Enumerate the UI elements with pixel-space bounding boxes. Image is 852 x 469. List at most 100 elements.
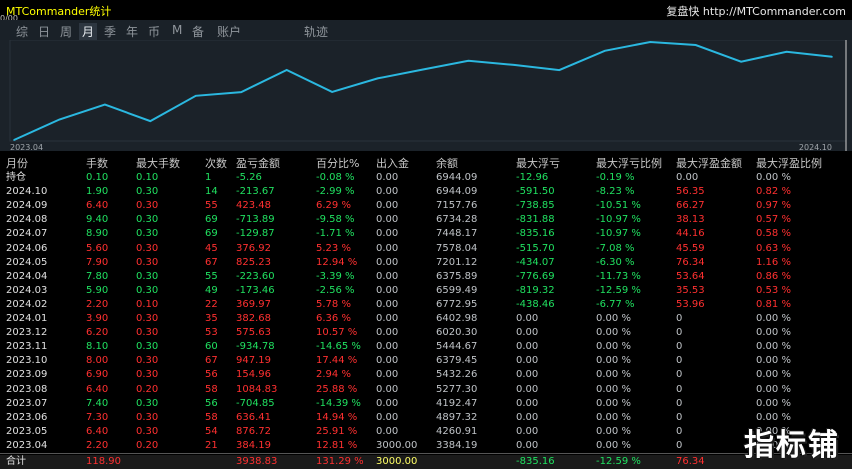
tab-m[interactable]: M (172, 23, 183, 37)
table-cell: 0.20 (136, 439, 159, 451)
table-cell: -738.85 (516, 200, 555, 212)
column-header[interactable]: 最大浮盈比例 (756, 157, 822, 170)
table-cell: 35 (205, 313, 218, 325)
table-row[interactable]: 2023.05 6.40 0.30 54 876.72 25.91 % 0.00 4260.9… (0, 425, 852, 439)
table-cell: 0.00 % (756, 425, 791, 437)
column-header[interactable]: 盈亏金额 (236, 157, 280, 170)
table-cell: 2.20 (86, 439, 109, 451)
balance-line (13, 40, 833, 141)
table-cell: 2024.02 (6, 298, 48, 310)
table-cell: 0.30 (136, 186, 159, 198)
table-cell: 0.30 (136, 284, 159, 296)
table-cell: 58 (205, 383, 218, 395)
table-cell: -2.99 % (316, 186, 355, 198)
table-row[interactable]: 2024.07 8.90 0.30 69 -129.87 -1.71 % 0.00 7448.… (0, 227, 852, 241)
table-cell: 2024.06 (6, 242, 48, 254)
table-row[interactable]: 2023.11 8.10 0.30 60 -934.78 -14.65 % 0.00 5444… (0, 340, 852, 354)
column-header[interactable]: 次数 (205, 157, 227, 170)
tab-account[interactable]: 账户 (217, 25, 242, 39)
table-cell: 947.19 (236, 355, 271, 367)
table-cell: 1.16 % (756, 256, 791, 268)
table-cell: -14.65 % (316, 341, 361, 353)
column-header[interactable]: 最大手数 (136, 157, 180, 170)
table-row[interactable]: 2024.03 5.90 0.30 49 -173.46 -2.56 % 0.00 6599.… (0, 284, 852, 298)
table-row[interactable]: 2023.06 7.30 0.30 58 636.41 14.94 % 0.00 4897.3… (0, 411, 852, 425)
table-cell: 1.90 (86, 186, 109, 198)
table-cell: 66.27 (676, 200, 705, 212)
table-cell: 53.64 (676, 270, 705, 282)
table-cell: 38.13 (676, 214, 705, 226)
website-link[interactable]: 复盘快 http://MTCommander.com (666, 5, 846, 18)
balance-point-2024.07 (694, 44, 697, 46)
tab-quarter[interactable]: 季 (104, 25, 117, 39)
table-cell: 2023.09 (6, 369, 48, 381)
table-row[interactable]: 2023.12 6.20 0.30 53 575.63 10.57 % 0.00 6020.3… (0, 326, 852, 340)
column-header[interactable]: 出入金 (376, 157, 409, 170)
column-header[interactable]: 最大浮盈金额 (676, 157, 742, 170)
table-cell: 0.00 (376, 256, 399, 268)
total-cell: 合计 (6, 455, 26, 467)
column-header[interactable]: 余额 (436, 157, 458, 170)
table-row[interactable]: 2023.08 6.40 0.20 58 1084.83 25.88 % 0.00 5277.… (0, 383, 852, 397)
column-header[interactable]: 最大浮亏比例 (596, 157, 662, 170)
table-cell: 0.00 (516, 355, 539, 367)
tab-month[interactable]: 月 (79, 23, 98, 40)
tab-year[interactable]: 年 (126, 25, 139, 39)
table-cell: 0.00 % (756, 397, 791, 409)
table-row[interactable]: 2023.09 6.90 0.30 56 154.96 2.94 % 0.00 5432.26… (0, 368, 852, 382)
table-cell: 6599.49 (436, 284, 478, 296)
table-cell: 67 (205, 256, 218, 268)
table-cell: 382.68 (236, 313, 271, 325)
column-header[interactable]: 最大浮亏 (516, 157, 560, 170)
table-row[interactable]: 2024.10 1.90 0.30 14 -213.67 -2.99 % 0.00 6944.… (0, 185, 852, 199)
table-cell: 2024.07 (6, 228, 48, 240)
table-cell: 0.00 (516, 327, 539, 339)
tab-week[interactable]: 周 (60, 25, 73, 39)
tab-overview[interactable]: 综 (16, 25, 29, 39)
table-cell: 67 (205, 355, 218, 367)
table-cell: 4260.91 (436, 425, 478, 437)
tab-currency[interactable]: 币 (148, 25, 161, 39)
table-row[interactable]: 2023.04 2.20 0.20 21 384.19 12.81 % 3000.00 338… (0, 439, 852, 453)
table-header: 月份 手数 最大手数 次数 盈亏金额 百分比% 出入金 余额 最大浮亏 最大浮亏比例 最大浮盈金额 最… (0, 157, 852, 171)
tab-day[interactable]: 日 (38, 25, 51, 39)
column-header[interactable]: 百分比% (316, 157, 360, 170)
table-cell: 0.30 (136, 256, 159, 268)
tab-notes[interactable]: 备 (192, 25, 205, 39)
table-cell: -934.78 (236, 341, 275, 353)
table-cell: 0.20 (136, 383, 159, 395)
table-row[interactable]: 2024.01 3.90 0.30 35 382.68 6.36 % 0.00 6402.98… (0, 312, 852, 326)
table-row[interactable]: 2024.08 9.40 0.30 69 -713.89 -9.58 % 0.00 6734.… (0, 213, 852, 227)
table-cell: 0.00 % (596, 397, 631, 409)
column-header[interactable]: 月份 (6, 157, 28, 170)
table-cell: 7448.17 (436, 228, 478, 240)
table-cell: 3.90 (86, 313, 109, 325)
table-row[interactable]: 2024.09 6.40 0.30 55 423.48 6.29 % 0.00 7157.76… (0, 199, 852, 213)
table-cell: 0.63 % (756, 242, 791, 254)
table-row[interactable]: 2023.07 7.40 0.30 56 -704.85 -14.39 % 0.00 4192… (0, 397, 852, 411)
table-cell: 0.53 % (756, 284, 791, 296)
table-row[interactable]: 2024.04 7.80 0.30 55 -223.60 -3.39 % 0.00 6375.… (0, 270, 852, 284)
table-cell: 0.00 % (596, 369, 631, 381)
table-row[interactable]: 2023.10 8.00 0.30 67 947.19 17.44 % 0.00 6379.4… (0, 354, 852, 368)
table-cell: 2023.12 (6, 327, 48, 339)
table-row[interactable]: 2024.05 7.90 0.30 67 825.23 12.94 % 0.00 7201.1… (0, 256, 852, 270)
chart-end-date: 2024.10 (798, 143, 832, 152)
table-row[interactable]: 2024.06 5.60 0.30 45 376.92 5.23 % 0.00 7578.04… (0, 242, 852, 256)
table-cell: 7.90 (86, 256, 109, 268)
table-row[interactable]: 持仓 0.10 0.10 1 -5.26 -0.08 % 0.00 6944.09 -12.96… (0, 171, 852, 185)
table-cell: 369.97 (236, 298, 271, 310)
table-row[interactable]: 2024.02 2.20 0.10 22 369.97 5.78 % 0.00 6772.95… (0, 298, 852, 312)
tab-track[interactable]: 轨迹 (304, 25, 329, 39)
table-cell: 7578.04 (436, 242, 478, 254)
table-cell: 2024.01 (6, 313, 48, 325)
column-header[interactable]: 手数 (86, 157, 108, 170)
table-cell: 6734.28 (436, 214, 478, 226)
table-cell: 54 (205, 425, 218, 437)
table-cell: 2023.07 (6, 397, 48, 409)
table-cell: 0.00 (376, 242, 399, 254)
table-cell: 6.29 % (316, 200, 351, 212)
table-cell: 6402.98 (436, 313, 478, 325)
table-cell: 0.00 (376, 411, 399, 423)
table-cell: -0.19 % (596, 172, 635, 184)
